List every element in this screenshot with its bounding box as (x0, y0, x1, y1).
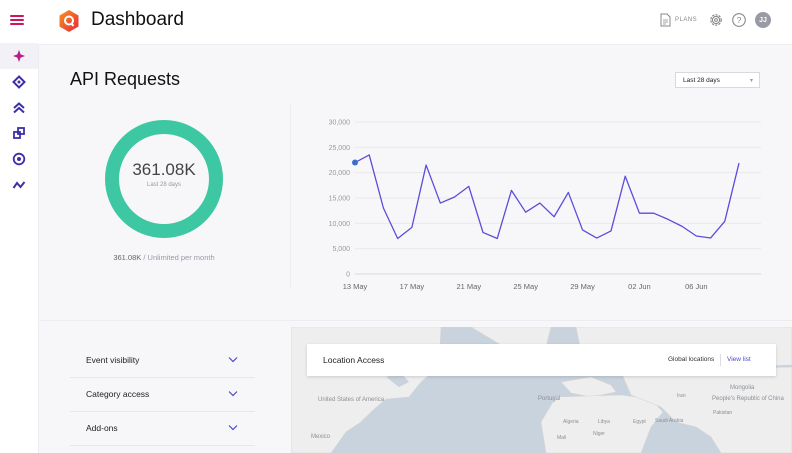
map-label: Portugal (538, 396, 561, 402)
x-tick-label: 29 May (570, 282, 595, 291)
data-point[interactable] (352, 159, 358, 166)
requests-line-chart: 0 5,000 10,000 15,000 20,000 25,000 30,000 13 M… (329, 120, 761, 291)
divider (38, 320, 792, 321)
avatar[interactable]: JJ (755, 12, 771, 28)
document-icon (660, 13, 671, 27)
global-locations-link[interactable]: Global locations (668, 356, 715, 363)
map-label: Egypt (633, 419, 646, 425)
gear-icon[interactable] (708, 12, 724, 28)
map-label: Iran (677, 393, 686, 399)
x-tick-label: 02 Jun (628, 282, 651, 291)
sidebar-item-upgrade[interactable] (0, 95, 38, 121)
chevron-down-icon (228, 425, 238, 431)
trend-icon (12, 181, 26, 189)
accordion-label: Event visibility (86, 355, 140, 365)
map-label: Pakistan (713, 410, 733, 416)
target-icon (12, 152, 26, 166)
date-range-select[interactable]: Last 28 days ▾ (675, 72, 760, 88)
layers-icon (13, 127, 25, 139)
sidebar-item-code[interactable] (0, 69, 38, 95)
location-access-card: Location Access Global locations View li… (307, 344, 776, 376)
chevron-down-icon: ▾ (749, 78, 753, 84)
accordion-add-ons[interactable]: Add-ons (70, 412, 255, 446)
donut-total: 361.08K (132, 160, 196, 179)
sidebar-item-overview[interactable] (0, 43, 38, 69)
chevron-down-icon (228, 391, 238, 397)
y-tick-label: 20,000 (329, 170, 351, 177)
topbar: Dashboard PLANS ? JJ (38, 0, 792, 45)
date-range-value: Last 28 days (683, 76, 720, 84)
x-tick-label: 25 May (513, 282, 538, 291)
x-tick-label: 21 May (456, 282, 481, 291)
usage-summary: 361.08K / Unlimited per month (70, 253, 258, 262)
map-label: Libya (598, 419, 610, 425)
y-tick-label: 30,000 (329, 120, 351, 127)
map-label: Mongolia (730, 385, 755, 391)
plans-label: PLANS (675, 17, 698, 23)
donut-subtitle: Last 28 days (146, 182, 182, 188)
usage-value: 361.08K (113, 253, 142, 262)
y-tick-label: 10,000 (329, 221, 351, 228)
x-tick-label: 06 Jun (685, 282, 708, 291)
accordion-category-access[interactable]: Category access (70, 378, 255, 412)
sidebar-item-target[interactable] (0, 146, 38, 172)
y-tick-label: 5,000 (332, 246, 350, 253)
y-tick-label: 25,000 (329, 145, 351, 152)
view-list-link[interactable]: View list (727, 356, 751, 363)
x-tick-label: 17 May (400, 282, 425, 291)
map-label: Mali (557, 435, 567, 441)
sidebar-item-trends[interactable] (0, 172, 38, 198)
diamond-code-icon (12, 75, 26, 89)
y-tick-label: 15,000 (329, 196, 351, 203)
accordion-label: Category access (86, 389, 150, 399)
double-chevron-up-icon (13, 102, 25, 114)
app-logo-icon (59, 10, 79, 32)
help-icon[interactable]: ? (731, 12, 747, 28)
chevron-down-icon (228, 357, 238, 363)
sparkle-icon (13, 50, 25, 62)
map-label: Algeria (563, 419, 579, 425)
divider (290, 103, 291, 289)
sidebar-item-layers[interactable] (0, 120, 38, 146)
requests-donut (105, 120, 223, 238)
map-label: United States of America (318, 397, 385, 403)
map-label: Niger (593, 431, 605, 437)
svg-text:?: ? (737, 15, 742, 25)
divider (720, 354, 721, 366)
series-line (354, 154, 740, 240)
map-label: Saudi Arabia (655, 418, 684, 424)
plans-button[interactable]: PLANS (660, 13, 697, 27)
map-label: People's Republic of China (712, 396, 784, 402)
map-label: Mexico (311, 434, 331, 440)
usage-limit: / Unlimited per month (141, 253, 215, 262)
page-title: Dashboard (91, 9, 184, 30)
location-title: Location Access (323, 355, 385, 365)
x-tick-label: 13 May (343, 282, 368, 291)
accordion-event-visibility[interactable]: Event visibility (70, 344, 255, 378)
sidebar (0, 0, 39, 453)
accordion-label: Add-ons (86, 423, 118, 433)
section-title: API Requests (70, 69, 181, 89)
y-tick-label: 0 (346, 272, 350, 279)
menu-icon[interactable] (10, 15, 24, 25)
